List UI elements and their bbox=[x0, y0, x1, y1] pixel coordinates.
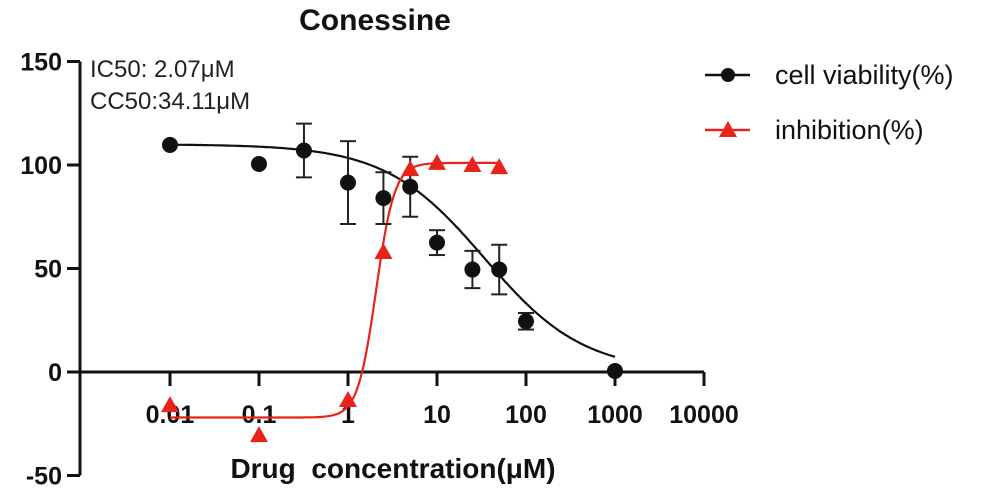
point-cell-viability bbox=[607, 362, 623, 379]
point-inhibition bbox=[463, 156, 482, 172]
y-axis-ticks: 150 100 50 0 -50 bbox=[20, 49, 80, 491]
y-tick-label: 0 bbox=[48, 359, 62, 387]
point-cell-viability bbox=[162, 136, 178, 153]
point-inhibition bbox=[374, 242, 393, 259]
legend-item-inhibition: inhibition(%) bbox=[705, 115, 924, 145]
y-tick-label: -50 bbox=[26, 463, 62, 491]
x-tick-label: 0.1 bbox=[242, 401, 277, 429]
y-tick-label: 150 bbox=[20, 49, 62, 77]
point-cell-viability bbox=[295, 142, 312, 159]
point-cell-viability bbox=[251, 155, 267, 172]
chart-title: Conessine bbox=[299, 4, 451, 37]
point-inhibition bbox=[161, 396, 179, 413]
point-cell-viability bbox=[402, 178, 419, 195]
fit-curves bbox=[170, 143, 616, 419]
y-tick-label: 50 bbox=[34, 256, 62, 284]
y-tick-label: 100 bbox=[20, 152, 62, 180]
point-inhibition bbox=[339, 390, 357, 407]
point-cell-viability bbox=[375, 190, 392, 207]
point-inhibition bbox=[250, 426, 268, 443]
point-cell-viability bbox=[518, 313, 534, 330]
x-tick-label: 1 bbox=[341, 401, 355, 429]
ic50-annotation: IC50: 2.07μM bbox=[90, 56, 235, 83]
point-inhibition bbox=[401, 160, 420, 177]
data-points bbox=[161, 122, 623, 443]
legend-item-cell-viability: cell viability(%) bbox=[705, 60, 954, 90]
point-inhibition bbox=[428, 153, 446, 170]
point-cell-viability bbox=[429, 234, 445, 251]
x-tick-label: 10000 bbox=[669, 401, 739, 429]
legend-label-cell-viability: cell viability(%) bbox=[775, 60, 954, 90]
legend-marker-triangle bbox=[719, 121, 737, 137]
point-cell-viability bbox=[464, 261, 481, 278]
cc50-annotation: CC50:34.11μM bbox=[90, 88, 250, 115]
legend: cell viability(%) inhibition(%) bbox=[705, 60, 954, 145]
point-cell-viability bbox=[340, 174, 356, 191]
fit-curve-inhibition bbox=[170, 161, 500, 419]
x-tick-label: 100 bbox=[505, 401, 547, 429]
x-tick-label: 10 bbox=[423, 401, 451, 429]
point-cell-viability bbox=[491, 261, 508, 278]
x-tick-label: 1000 bbox=[587, 401, 643, 429]
x-axis-ticks: 0.01 0.1 1 10 100 1000 10000 bbox=[146, 372, 739, 429]
x-axis-title: Drug concentration(μM) bbox=[230, 453, 555, 484]
legend-label-inhibition: inhibition(%) bbox=[775, 115, 924, 145]
point-inhibition bbox=[490, 158, 509, 175]
fit-curve-cell-viability bbox=[170, 143, 616, 358]
legend-marker-circle bbox=[721, 68, 735, 82]
